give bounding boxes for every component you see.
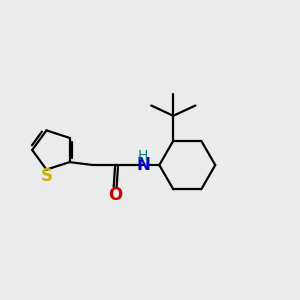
- Text: O: O: [108, 185, 122, 203]
- Text: S: S: [40, 167, 52, 185]
- Text: H: H: [138, 148, 148, 163]
- Text: N: N: [136, 156, 150, 174]
